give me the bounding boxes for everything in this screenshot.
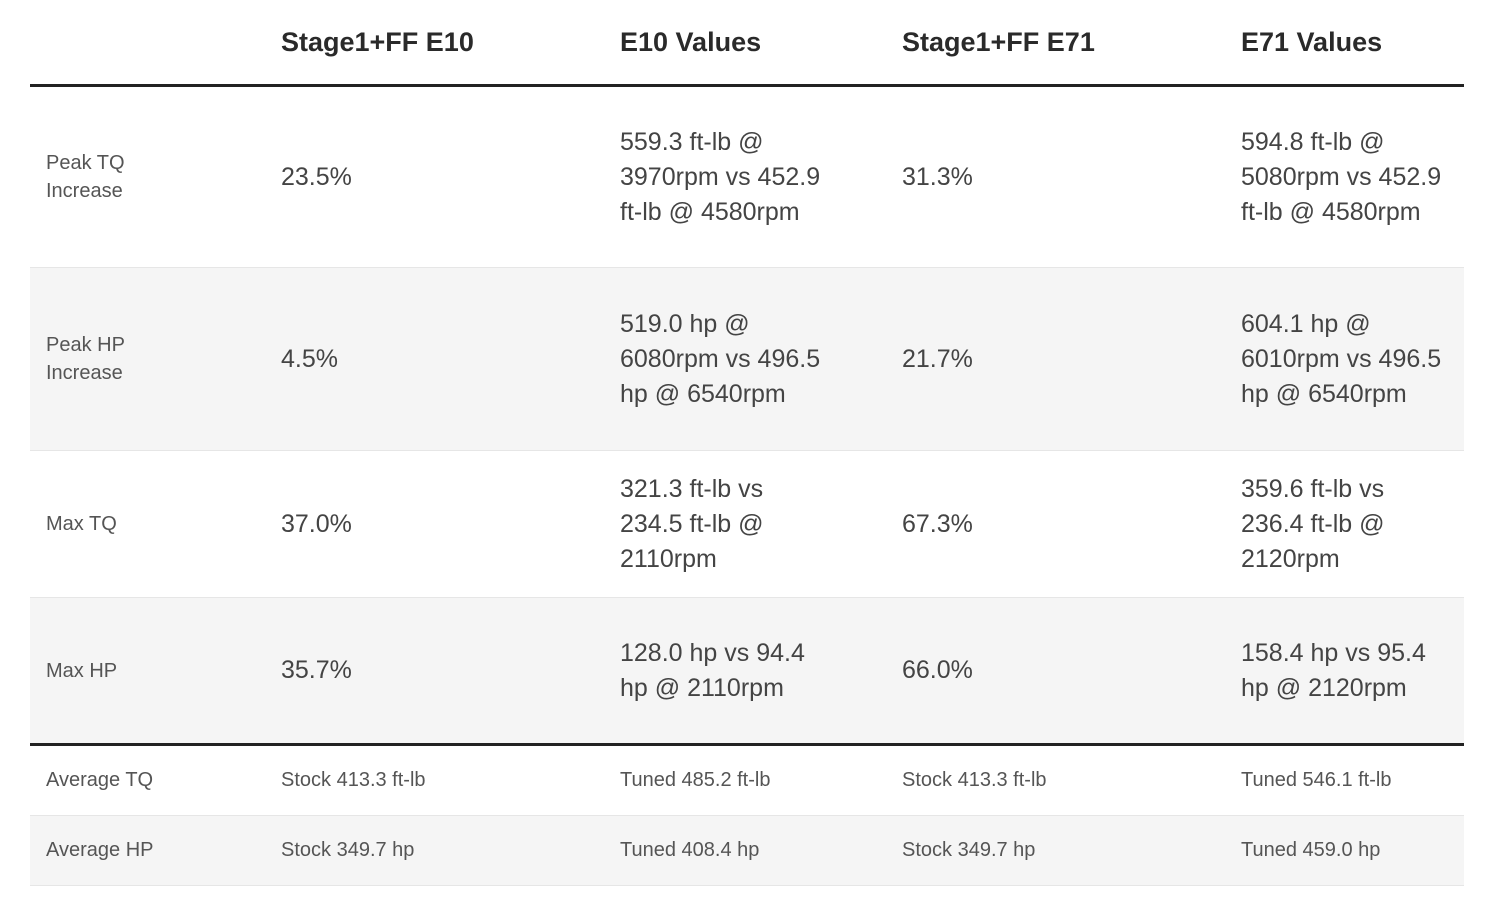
summary-cell: Tuned 459.0 hp [1225, 815, 1464, 886]
summary-row: Average HP Stock 349.7 hp Tuned 408.4 hp St… [30, 815, 1464, 886]
table-row: Max HP 35.7% 128.0 hp vs 94.4 hp @ 2110rpm… [30, 597, 1464, 746]
table-cell: 35.7% [265, 597, 604, 746]
row-label: Max TQ [30, 450, 265, 598]
cell-text: 594.8 ft-lb @ 5080rpm vs 452.9 ft-lb @ 4… [1241, 127, 1442, 226]
column-header: Stage1+FF E71 [886, 0, 1225, 87]
column-header: E71 Values [1225, 0, 1464, 87]
summary-cell: Stock 413.3 ft-lb [886, 744, 1225, 816]
cell-text: 321.3 ft-lb vs 234.5 ft-lb @ 2110rpm [620, 474, 764, 573]
table-cell: 158.4 hp vs 95.4 hp @ 2120rpm [1225, 597, 1464, 746]
summary-cell: Stock 413.3 ft-lb [265, 744, 604, 816]
table-body: Peak TQ Increase 23.5% 559.3 ft-lb @ 3970r… [30, 85, 1464, 886]
cell-text: 4.5% [281, 344, 338, 373]
cell-text: 35.7% [281, 656, 352, 684]
cell-text: 559.3 ft-lb @ 3970rpm vs 452.9 ft-lb @ 4… [620, 127, 821, 226]
cell-text: 604.1 hp @ 6010rpm vs 496.5 hp @ 6540rpm [1241, 309, 1442, 408]
table-cell: 321.3 ft-lb vs 234.5 ft-lb @ 2110rpm [604, 450, 886, 598]
table-cell: 519.0 hp @ 6080rpm vs 496.5 hp @ 6540rpm [604, 267, 886, 451]
table-cell: 594.8 ft-lb @ 5080rpm vs 452.9 ft-lb @ 4… [1225, 85, 1464, 268]
cell-text: 128.0 hp vs 94.4 hp @ 2110rpm [620, 638, 805, 702]
table-cell: 128.0 hp vs 94.4 hp @ 2110rpm [604, 597, 886, 746]
table-row: Peak HP Increase 4.5% 519.0 hp @ 6080rpm v… [30, 267, 1464, 451]
table-cell: 66.0% [886, 597, 1225, 746]
table-cell: 67.3% [886, 450, 1225, 598]
row-label-text: Peak HP Increase [46, 334, 125, 384]
summary-cell: Stock 349.7 hp [886, 815, 1225, 886]
row-label: Peak TQ Increase [30, 85, 265, 268]
table-cell: 21.7% [886, 267, 1225, 451]
table-row: Peak TQ Increase 23.5% 559.3 ft-lb @ 3970r… [30, 85, 1464, 268]
table-cell: 23.5% [265, 85, 604, 268]
table-cell: 604.1 hp @ 6010rpm vs 496.5 hp @ 6540rpm [1225, 267, 1464, 451]
summary-cell: Tuned 485.2 ft-lb [604, 744, 886, 816]
row-label-text: Peak TQ Increase [46, 152, 125, 202]
table-row: Max TQ 37.0% 321.3 ft-lb vs 234.5 ft-lb @ … [30, 450, 1464, 598]
summary-cell: Stock 349.7 hp [265, 815, 604, 886]
column-header: Stage1+FF E10 [265, 0, 604, 87]
column-header: E10 Values [604, 0, 886, 87]
row-label: Max HP [30, 597, 265, 746]
row-label: Peak HP Increase [30, 267, 265, 451]
cell-text: 158.4 hp vs 95.4 hp @ 2120rpm [1241, 638, 1426, 702]
cell-text: 23.5% [281, 162, 352, 191]
cell-text: 66.0% [902, 656, 973, 684]
cell-text: 67.3% [902, 509, 973, 538]
summary-row: Average TQ Stock 413.3 ft-lb Tuned 485.2 f… [30, 744, 1464, 816]
summary-cell: Tuned 546.1 ft-lb [1225, 744, 1464, 816]
summary-label: Average HP [30, 815, 265, 886]
summary-cell: Tuned 408.4 hp [604, 815, 886, 886]
cell-text: 31.3% [902, 162, 973, 191]
cell-text: 37.0% [281, 509, 352, 538]
table-cell: 37.0% [265, 450, 604, 598]
row-label-text: Max TQ [46, 513, 117, 535]
cell-text: 21.7% [902, 344, 973, 373]
row-label-text: Max HP [46, 659, 118, 682]
header-row: Stage1+FF E10 E10 Values Stage1+FF E71 E71 … [30, 0, 1464, 87]
cell-text: 359.6 ft-lb vs 236.4 ft-lb @ 2120rpm [1241, 474, 1385, 573]
table-cell: 559.3 ft-lb @ 3970rpm vs 452.9 ft-lb @ 4… [604, 85, 886, 268]
header-empty [30, 0, 265, 87]
summary-label: Average TQ [30, 744, 265, 816]
cell-text: 519.0 hp @ 6080rpm vs 496.5 hp @ 6540rpm [620, 309, 821, 408]
table-cell: 4.5% [265, 267, 604, 451]
comparison-table: Stage1+FF E10 E10 Values Stage1+FF E71 E71 … [30, 0, 1464, 886]
table-cell: 31.3% [886, 85, 1225, 268]
table-cell: 359.6 ft-lb vs 236.4 ft-lb @ 2120rpm [1225, 450, 1464, 598]
